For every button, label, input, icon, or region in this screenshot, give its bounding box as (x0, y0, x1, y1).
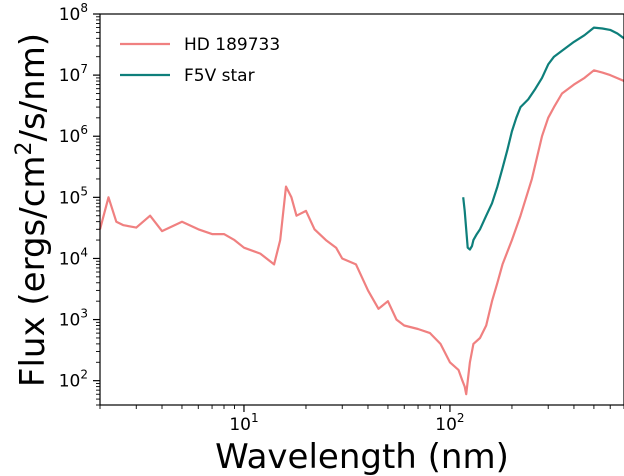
y-tick-label-base: 10 (59, 127, 81, 147)
x-tick-label-exponent: 2 (457, 411, 465, 425)
series-line-f5v-star (462, 26, 624, 251)
y-tick-label: 105 (59, 184, 88, 208)
y-tick-label-exponent: 4 (80, 245, 88, 259)
x-tick-label: 102 (435, 411, 464, 435)
legend-label-hd189733: HD 189733 (184, 35, 280, 55)
y-tick-label-exponent: 2 (80, 368, 88, 382)
y-tick-label-exponent: 6 (80, 123, 88, 137)
y-tick-label: 104 (59, 245, 88, 269)
y-tick-label-base: 10 (59, 372, 81, 392)
x-tick-label-base: 10 (435, 415, 457, 435)
y-tick-label-exponent: 5 (80, 184, 88, 198)
legend: HD 189733 F5V star (120, 35, 280, 86)
y-axis-title-superscript: 2 (12, 141, 37, 155)
x-tick-label: 101 (229, 411, 258, 435)
y-tick-label: 107 (59, 62, 88, 86)
y-axis-title-tail: /s/nm) (13, 33, 53, 142)
x-axis-title: Wavelength (nm) (215, 437, 509, 476)
y-tick-label: 102 (59, 368, 88, 392)
x-tick-label-base: 10 (229, 415, 251, 435)
y-tick-label-exponent: 7 (80, 62, 88, 76)
y-tick-label-base: 10 (59, 188, 81, 208)
y-tick-label: 106 (59, 123, 88, 147)
y-tick-label-base: 10 (59, 311, 81, 331)
y-tick-label-base: 10 (59, 5, 81, 25)
y-tick-label-base: 10 (59, 249, 81, 269)
series-layer (98, 26, 624, 396)
y-axis-title-main: Flux (ergs/cm (13, 155, 53, 387)
y-axis-title: Flux (ergs/cm2/s/nm) (12, 33, 53, 387)
series-line-hd189733 (98, 69, 624, 396)
plot-frame (99, 13, 624, 406)
y-tick-label: 108 (59, 1, 88, 25)
y-tick-label-exponent: 3 (80, 307, 88, 321)
x-tick-label-exponent: 1 (251, 411, 259, 425)
y-tick-label-base: 10 (59, 66, 81, 86)
legend-label-f5v: F5V star (184, 66, 255, 86)
y-tick-label-exponent: 8 (80, 1, 88, 15)
y-tick-label: 103 (59, 307, 88, 331)
